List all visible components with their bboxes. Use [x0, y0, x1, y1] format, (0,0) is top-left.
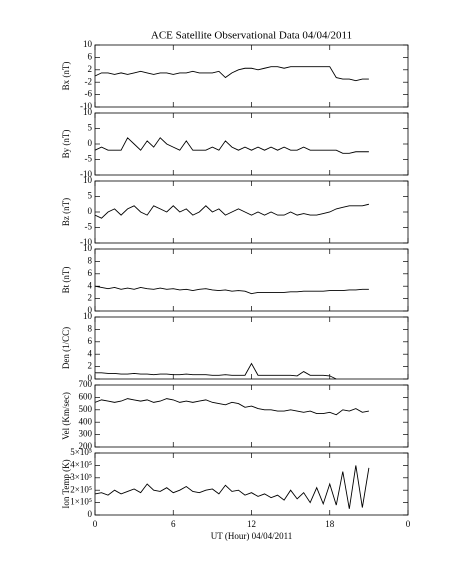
y-tick-label: 6: [88, 51, 93, 61]
y-tick-label: 5×10⁵: [70, 447, 92, 457]
y-tick-label: 600: [79, 391, 93, 401]
y-tick-label: 400: [79, 416, 93, 426]
data-line: [94, 137, 369, 154]
y-axis-label: Bz (nT): [61, 198, 71, 226]
panel-frame: [94, 248, 409, 312]
y-tick-label: 2×10⁵: [70, 484, 92, 494]
y-tick-label: 0: [88, 509, 93, 519]
panel-frame: [94, 316, 409, 380]
y-tick-label: 6: [88, 268, 93, 278]
y-tick-label: 500: [79, 404, 93, 414]
x-tick-label: 6: [171, 519, 176, 529]
y-tick-label: -5: [85, 222, 93, 232]
x-tick-label: 0: [406, 519, 411, 529]
y-tick-label: 0: [88, 305, 93, 315]
y-axis-label: By (nT): [61, 130, 71, 159]
y-tick-label: 0: [88, 373, 93, 383]
y-tick-label: 300: [79, 429, 93, 439]
data-line: [94, 285, 369, 295]
data-line: [94, 66, 369, 82]
y-tick-label: -5: [85, 154, 93, 164]
y-axis-label: Bx (nT): [61, 62, 71, 91]
panel-frame: [94, 180, 409, 244]
y-tick-label: 4×10⁵: [70, 459, 92, 469]
panel-frame: [94, 112, 409, 176]
y-tick-label: 10: [83, 175, 93, 185]
y-axis-label: Vel (Km/sec): [61, 392, 71, 440]
y-tick-label: 2: [88, 64, 93, 74]
y-tick-label: 5: [88, 123, 93, 133]
y-tick-label: 0: [88, 206, 93, 216]
y-tick-label: 200: [79, 441, 93, 451]
y-tick-label: 10: [83, 107, 93, 117]
y-axis-label: Ion Temp (K): [61, 459, 71, 508]
y-tick-label: 10: [83, 39, 93, 49]
y-tick-label: 700: [79, 379, 93, 389]
panel-frame: [94, 384, 409, 448]
y-tick-label: 0: [88, 138, 93, 148]
y-axis-label: Bt (nT): [61, 267, 71, 294]
y-tick-label: -2: [85, 76, 93, 86]
y-tick-label: -10: [80, 237, 92, 247]
y-tick-label: 4: [88, 280, 93, 290]
x-tick-label: 18: [325, 519, 335, 529]
x-tick-label: 12: [247, 519, 256, 529]
data-line: [94, 465, 370, 509]
y-tick-label: 10: [83, 243, 93, 253]
y-tick-label: 8: [88, 255, 93, 265]
y-tick-label: 1×10⁵: [70, 497, 92, 507]
y-axis-label: Den (1/CC): [61, 327, 71, 369]
y-tick-label: 2: [88, 361, 93, 371]
panel-frame: [94, 452, 409, 516]
data-line: [94, 203, 369, 219]
y-tick-label: 8: [88, 323, 93, 333]
y-tick-label: -10: [80, 169, 92, 179]
data-line: [94, 398, 369, 416]
y-tick-label: 10: [83, 311, 93, 321]
panel-frame: [94, 44, 409, 108]
y-tick-label: 5: [88, 191, 93, 201]
y-tick-label: 3×10⁵: [70, 472, 92, 482]
y-tick-label: 4: [88, 348, 93, 358]
data-line: [95, 362, 337, 380]
y-tick-label: 6: [88, 336, 93, 346]
y-tick-label: 2: [88, 293, 93, 303]
y-tick-label: -6: [85, 89, 93, 99]
x-axis-label: UT (Hour) 04/04/2011: [211, 531, 293, 541]
chart-title: ACE Satellite Observational Data 04/04/2…: [151, 30, 352, 42]
y-tick-label: -10: [80, 101, 92, 111]
x-tick-label: 0: [93, 519, 98, 529]
